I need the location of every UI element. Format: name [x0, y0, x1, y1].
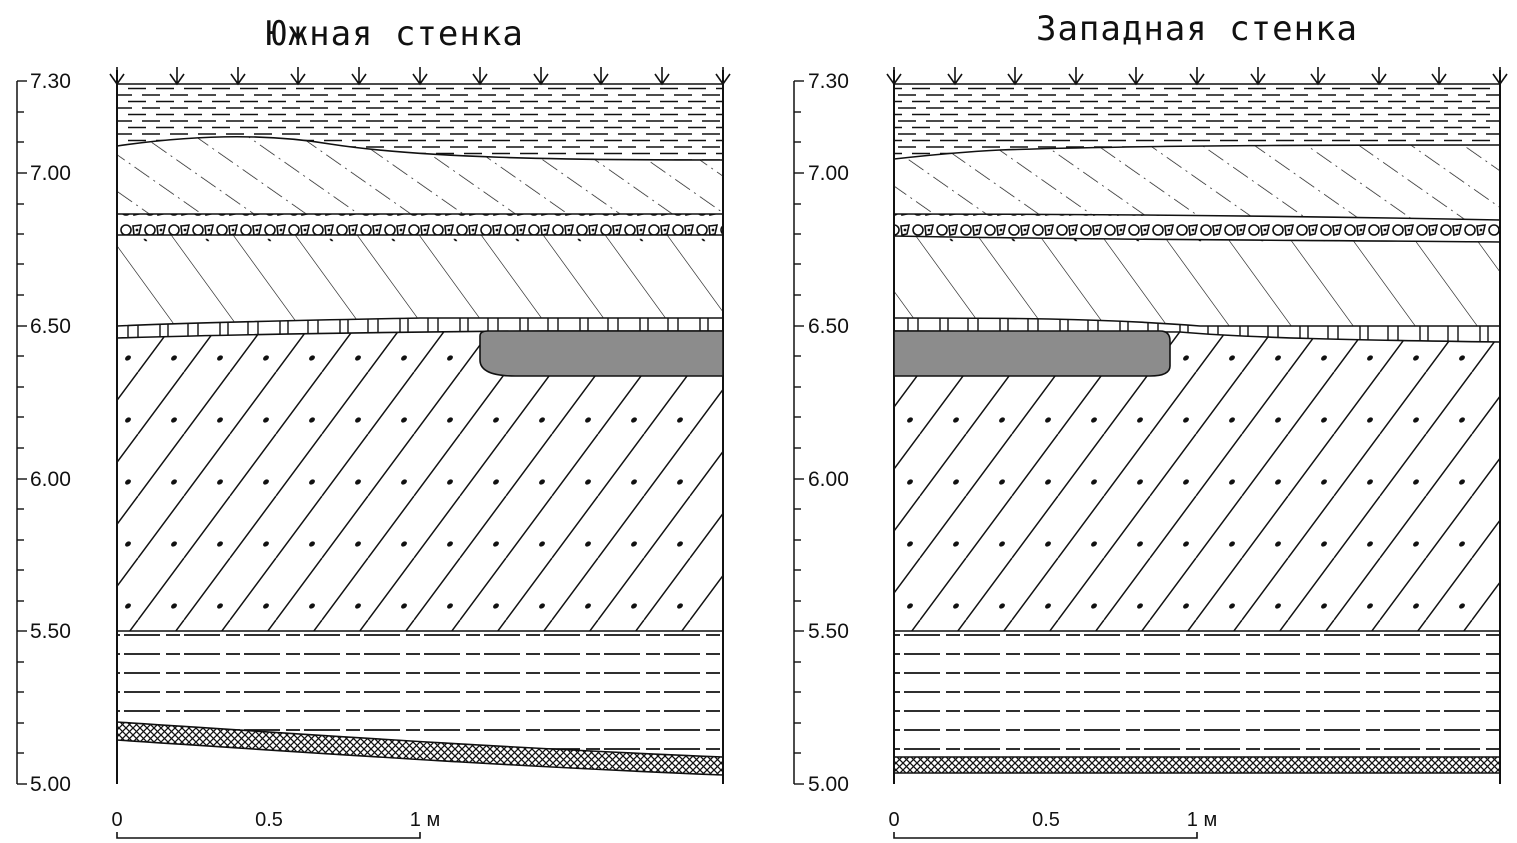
panel-title: Южная стенка — [266, 14, 524, 54]
tick-label: 7.00 — [808, 162, 849, 185]
tick-label: 5.00 — [30, 773, 71, 796]
tick-label: 5.50 — [30, 620, 71, 643]
section-west: Западная стенка — [793, 9, 1508, 839]
tick-label: 7.00 — [30, 162, 71, 185]
tick-label: 6.00 — [808, 468, 849, 491]
axis-minor-ticks — [794, 80, 804, 785]
gray-lens — [479, 330, 724, 377]
layer-dashed-silt — [117, 84, 723, 160]
surface-arrows — [886, 67, 1508, 86]
layer-crosshatch — [894, 757, 1500, 773]
layer-dotted-diagonal — [117, 331, 723, 631]
tick-label: 6.50 — [808, 315, 849, 338]
layer-long-dash-clay — [117, 631, 723, 757]
surface-arrows — [109, 67, 731, 86]
strata — [117, 84, 723, 775]
tick-label: 7.30 — [808, 70, 849, 93]
layer-tick-band — [117, 318, 723, 338]
scale-label: 1 м — [410, 809, 440, 831]
depth-axis: 7.30 7.00 6.50 6.00 5.50 5.00 — [793, 70, 849, 796]
layer-dotted-diagonal — [894, 331, 1500, 631]
scale-label: 0.5 — [255, 809, 283, 831]
layer-backslash-loam — [117, 235, 723, 326]
tick-label: 6.00 — [30, 468, 71, 491]
tick-label: 5.50 — [808, 620, 849, 643]
layer-pebbles — [894, 214, 1500, 242]
scale-label: 1 м — [1187, 809, 1217, 831]
layer-backslash-loam — [894, 236, 1500, 326]
layer-dashdot-sand — [894, 145, 1500, 220]
layer-crosshatch — [117, 722, 723, 775]
tick-label: 7.30 — [30, 70, 71, 93]
layer-pebbles — [117, 214, 723, 235]
layer-dashdot-sand — [117, 136, 723, 214]
layer-dashed-silt — [894, 84, 1500, 159]
scale-label: 0.5 — [1032, 809, 1060, 831]
boundary-lines — [893, 70, 1501, 784]
tick-label: 5.00 — [808, 773, 849, 796]
scale-label: 0 — [111, 809, 122, 831]
layer-long-dash-clay — [894, 631, 1500, 757]
section-south: Южная стенка — [16, 14, 731, 839]
depth-axis: 7.30 7.00 6.50 6.00 5.50 5.00 — [16, 70, 71, 796]
scale-bar: 0 0.5 1 м — [111, 809, 440, 839]
layer-tick-band — [894, 318, 1500, 342]
panel-title: Западная стенка — [1036, 9, 1358, 49]
tick-label: 6.50 — [30, 315, 71, 338]
scale-bar: 0 0.5 1 м — [888, 809, 1217, 839]
gray-lens — [893, 330, 1171, 377]
scale-label: 0 — [888, 809, 899, 831]
axis-minor-ticks — [17, 80, 27, 785]
strata — [894, 84, 1500, 773]
